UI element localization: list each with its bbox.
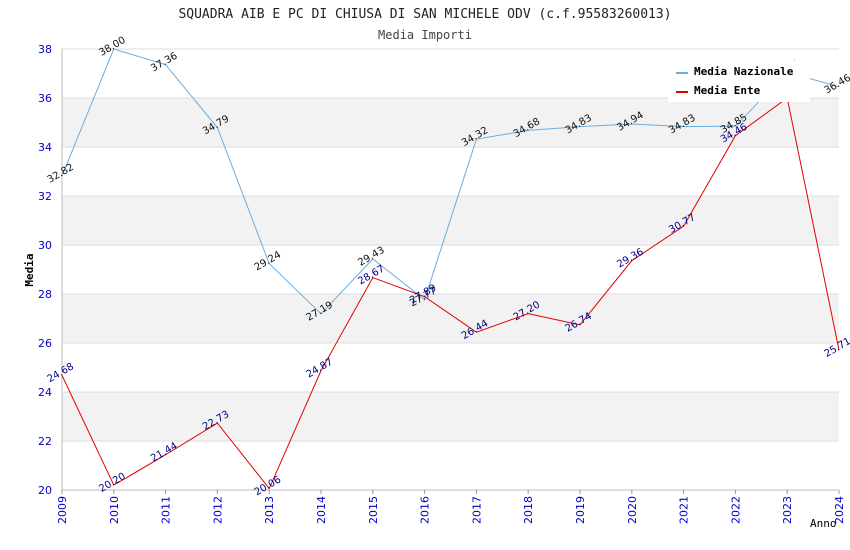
x-tick-label: 2024 [833,496,846,524]
series-lines [61,48,840,490]
plot-band [62,147,839,196]
y-tick-label: 24 [38,386,52,399]
x-tick-label: 2018 [522,496,535,524]
plot-band [62,392,839,441]
series-line-media-nazionale [61,48,840,315]
x-tick-label: 2013 [263,496,276,524]
legend-label-media-ente: Media Ente [694,84,761,97]
y-tick-label: 26 [38,337,52,350]
y-tick-label: 28 [38,288,52,301]
legend-label-media-nazionale: Media Nazionale [694,65,794,78]
y-tick-labels: 20 22 24 26 28 30 32 34 36 38 [38,43,52,497]
x-tick-label: 2019 [574,496,587,524]
x-tick-label: 2022 [729,496,742,524]
plot-band [62,343,839,392]
chart-subtitle: Media Importi [378,28,472,42]
x-tick-label: 2015 [367,496,380,524]
y-tick-label: 22 [38,435,52,448]
x-tick-labels: 2009 2010 2011 2012 2013 2014 2015 2016 2017 2018… [56,490,846,524]
series-line-media-ente [61,97,840,490]
x-tick-label: 2023 [781,496,794,524]
legend-background [668,60,810,102]
y-tick-label: 20 [38,484,52,497]
x-tick-label: 2017 [470,496,483,524]
plot-band [62,441,839,490]
x-tick-label: 2009 [56,496,69,524]
x-axis-title: Anno [810,517,837,530]
plot-background-bands [62,49,839,490]
x-tick-label: 2011 [160,496,173,524]
y-tick-label: 32 [38,190,52,203]
chart-title: SQUADRA AIB E PC DI CHIUSA DI SAN MICHEL… [178,7,671,22]
x-tick-label: 2014 [315,496,328,524]
y-tick-label: 34 [38,141,52,154]
plot-band [62,294,839,343]
x-tick-label: 2016 [419,496,432,524]
plot-band [62,245,839,294]
y-tick-label: 30 [38,239,52,252]
x-tick-label: 2012 [211,496,224,524]
x-tick-label: 2020 [626,496,639,524]
x-tick-label: 2010 [108,496,121,524]
y-axis-title: Media [23,253,36,286]
y-tick-label: 38 [38,43,52,56]
plot-band [62,98,839,147]
legend: Media Nazionale Media Ente [668,60,810,102]
y-tick-label: 36 [38,92,52,105]
gridlines [62,48,839,491]
x-tick-label: 2021 [678,496,691,524]
